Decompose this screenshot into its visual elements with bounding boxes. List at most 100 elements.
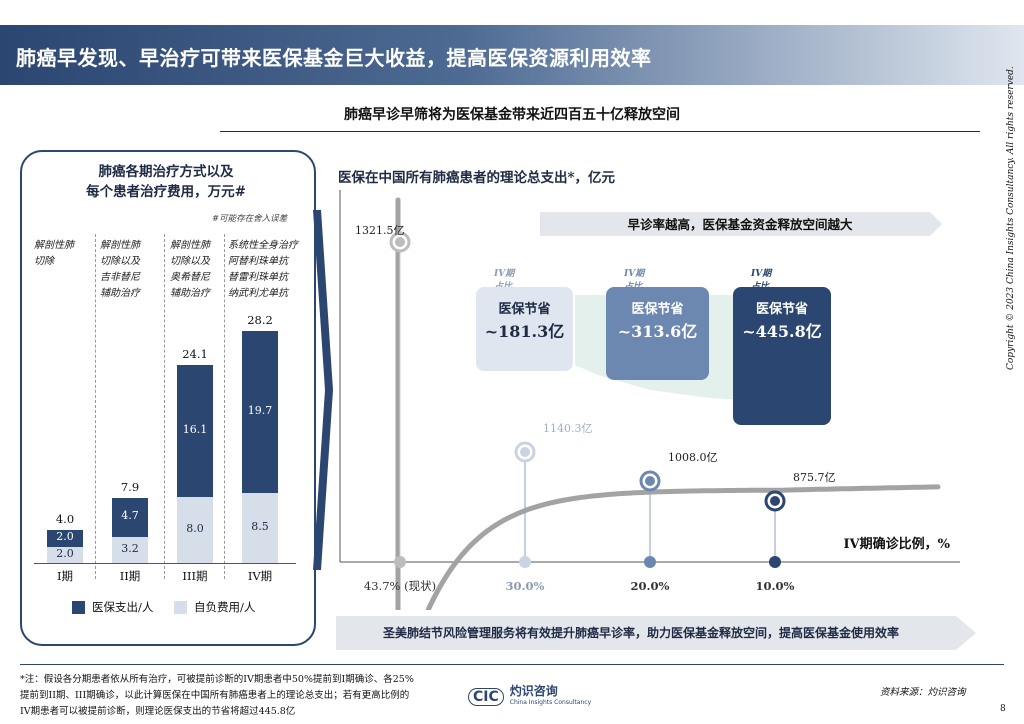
savings-callout-2: 医保节省 ~313.6亿 [606,287,709,380]
savings-callout-3: 医保节省 ~445.8亿 [733,287,831,425]
footer-divider [20,664,1004,665]
treatment-stage-4: 系统性全身治疗 阿替利珠单抗 替雷利珠单抗 纳武利尤单抗 [228,238,308,302]
bar-self-value: 8.5 [251,520,269,534]
x-tick-marker [519,556,531,568]
footnote: *注：假设各分期患者依从所有治疗，可被提前诊断的IV期患者中50%提前到I期确诊… [20,672,460,720]
callout-value: ~181.3亿 [484,322,565,341]
expenditure-curve [395,197,941,610]
bar-self-1 [47,546,83,563]
bar-insurance-value: 16.1 [182,422,208,436]
legend-swatch-insurance [72,601,85,614]
left-chart-title-line2: 每个患者治疗费用，万元# [86,184,246,200]
bar-self-value: 8.0 [186,522,204,536]
treatment-line: 系统性全身治疗 [228,240,298,251]
page-title: 肺癌早发现、早治疗可带来医保基金巨大收益，提高医保资源利用效率 [16,46,652,70]
column-divider [224,234,225,579]
title-banner [0,25,1024,85]
subtitle-divider [220,131,980,132]
x-tick-marker [644,556,656,568]
bar-self-4 [242,493,278,563]
page-number: 8 [1000,704,1006,714]
callout-heading: 医保节省 [755,302,808,317]
column-divider [164,234,165,579]
savings-callout-1: 医保节省 ~181.3亿 [476,287,573,371]
rounding-note: #可能存在舍入误差 [212,214,288,224]
callout-heading: 医保节省 [498,302,551,317]
bottom-arrow-banner [336,616,976,650]
data-point-core [645,476,655,486]
bar-insurance-4 [242,331,278,494]
data-point-core [770,496,780,506]
treatment-line: 解剖性肺 [170,240,210,251]
treatment-line: 解剖性肺 [100,240,140,251]
bar-insurance-2 [112,498,148,537]
treatment-stage-1: 解剖性肺 切除 [34,238,92,270]
point-value-label: 1008.0亿 [668,451,718,464]
point-value-label: 1140.3亿 [543,422,593,435]
callout-heading: 医保节省 [631,302,684,317]
company-logo: CIC 灼识咨询 China Insights Consultancy [468,685,591,709]
bar-total-label: 24.1 [182,346,208,361]
bar-total-label: 7.9 [120,480,140,494]
bar-insurance-value: 19.7 [247,404,273,418]
treatment-line: 阿替利珠单抗 [228,256,288,267]
logo-subtitle: China Insights Consultancy [509,699,592,706]
treatment-stage-3: 解剖性肺 切除以及 奥希替尼 辅助治疗 [170,238,228,302]
x-tick-label: 43.7% (现状) [364,579,436,593]
legend-swatch-self [174,601,187,614]
trend-arrow-text: 早诊率越高，医保基金资金释放空间越大 [627,217,853,232]
panel-connector-chevron [313,210,333,570]
data-point-core [520,447,530,457]
x-tick-marker [769,556,781,568]
treatment-line: 切除以及 [100,256,140,267]
treatment-stage-2: 解剖性肺 切除以及 吉非替尼 辅助治疗 [100,238,158,302]
logo-mark: CIC [468,688,504,706]
left-chart-title: 肺癌各期治疗方式以及 每个患者治疗费用，万元# [30,162,302,202]
point-value-label: 1321.5亿 [355,224,405,237]
bar-insurance-1 [47,530,83,547]
column-divider [95,234,96,579]
x-axis-label: IV期确诊比例，% [843,536,950,552]
treatment-line: 奥希替尼 [170,272,210,283]
legend-label-insurance: 医保支出/人 [92,600,154,614]
legend-label-self: 自负费用/人 [194,600,256,614]
bar-self-2 [112,536,148,563]
left-chart-title-line1: 肺癌各期治疗方式以及 [98,164,234,180]
stage-label: III期 [182,569,208,583]
footnote-line: 提前到II期、III期确诊，以此计算医保在中国所有肺癌患者上的理论总支出；若有更… [20,690,410,701]
point-value-label: 875.7亿 [793,471,836,484]
stage-label: IV期 [247,569,273,583]
treatment-line: 吉非替尼 [100,272,140,283]
bar-self-value: 2.0 [56,546,74,560]
logo-name: 灼识咨询 [509,684,558,698]
bar-total-label: 4.0 [55,512,75,527]
treatment-line: 辅助治疗 [100,288,140,299]
treatment-line: 切除 [34,256,54,267]
callout-value: ~313.6亿 [617,322,698,341]
treatment-line: 解剖性肺 [34,240,74,251]
right-chart-title: 医保在中国所有肺癌患者的理论总支出*，亿元 [338,170,616,186]
stage-label: II期 [119,569,141,583]
data-point-core [395,237,405,247]
treatment-line: 纳武利尤单抗 [228,288,288,299]
bar-self-3 [177,497,213,563]
trend-arrow [540,212,942,236]
expenditure-curve-chart: 早诊率越高，医保基金资金释放空间越大 IV期确诊比例，% 1321.5亿 43.7… [339,190,960,610]
treatment-line: 替雷利珠单抗 [228,272,288,283]
bar-insurance-value: 4.7 [121,509,139,523]
x-axis-baseline [34,563,296,564]
bottom-banner-text: 圣美肺结节风险管理服务将有效提升肺癌早诊率，助力医保基金释放空间，提高医保基金使… [382,626,899,640]
source-note: 资料来源：灼识咨询 [880,687,966,698]
x-tick-label: 30.0% [506,579,545,593]
x-tick-label: 10.0% [756,579,795,593]
section-subtitle: 肺癌早诊早筛将为医保基金带来近四百五十亿释放空间 [344,107,680,123]
treatment-line: 切除以及 [170,256,210,267]
bar-insurance-3 [177,364,213,498]
copyright-text: Copyright © 2023 China Insights Consulta… [1006,66,1016,370]
x-tick-label: 20.0% [631,579,670,593]
footnote-line: IV期患者可以被提前诊断，则理论医保支出的节省将超过445.8亿 [20,706,296,717]
bar-insurance-value: 2.0 [56,530,74,544]
footnote-line: *注：假设各分期患者依从所有治疗，可被提前诊断的IV期患者中50%提前到I期确诊… [20,674,414,685]
bar-total-label: 28.2 [247,313,273,327]
stage-label: I期 [56,569,74,583]
